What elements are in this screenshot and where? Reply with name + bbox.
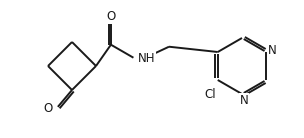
Text: O: O [106, 10, 116, 23]
Text: NH: NH [137, 52, 155, 65]
Text: O: O [43, 102, 53, 115]
Text: Cl: Cl [204, 87, 216, 100]
Text: N: N [268, 43, 277, 56]
Text: N: N [240, 94, 248, 107]
